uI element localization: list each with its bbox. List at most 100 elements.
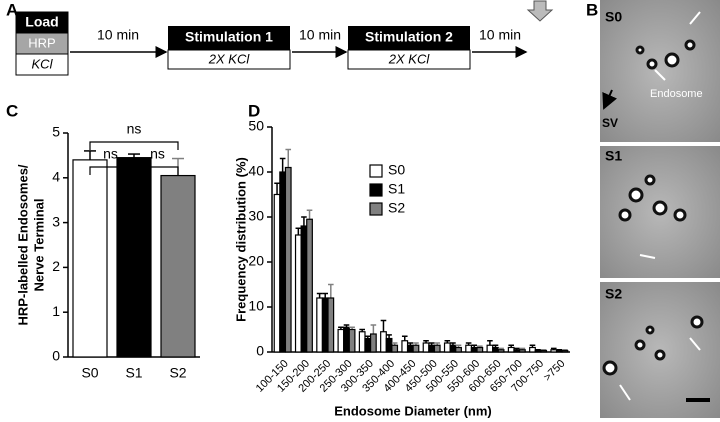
step-sub: 2X KCl xyxy=(208,51,251,66)
micrograph-annotation: Endosome xyxy=(650,88,703,100)
bar xyxy=(380,331,387,353)
bar xyxy=(449,344,457,353)
step-sub: 2X KCl xyxy=(388,51,431,66)
micrograph-label: S0 xyxy=(605,9,622,25)
bar xyxy=(116,157,152,358)
y-tick-label: 5 xyxy=(52,124,60,140)
y-tick-label: 1 xyxy=(52,303,60,319)
bar xyxy=(476,346,484,353)
legend-label: S2 xyxy=(388,200,405,216)
step-title: Stimulation 2 xyxy=(365,29,453,45)
step-box xyxy=(347,49,471,70)
annotation: ns xyxy=(127,121,142,137)
bar xyxy=(316,297,324,353)
annotation: ns xyxy=(150,146,165,162)
bar xyxy=(422,342,430,353)
y-tick-label: 10 xyxy=(248,298,264,314)
micrograph-annotation: SV xyxy=(602,116,618,130)
annotation: ns xyxy=(103,146,118,162)
bar xyxy=(385,337,393,353)
load-row: HRP xyxy=(28,35,55,50)
interval: 10 min xyxy=(299,27,341,43)
x-tick-label: S2 xyxy=(169,365,186,381)
bar xyxy=(465,344,473,353)
fix-arrow xyxy=(526,0,554,22)
bar xyxy=(358,331,366,353)
micrograph-label: S2 xyxy=(605,286,622,302)
bar xyxy=(550,349,558,353)
legend-label: S0 xyxy=(388,162,405,178)
y-axis-label: HRP-labelled Endosomes/ xyxy=(15,164,30,325)
y-tick-label: 20 xyxy=(248,253,264,269)
bar xyxy=(300,225,308,353)
bar xyxy=(492,346,499,353)
bar xyxy=(534,350,542,353)
bar xyxy=(406,344,414,353)
bar xyxy=(160,174,196,358)
load-title: Load xyxy=(25,14,58,30)
load-row: KCl xyxy=(32,56,54,71)
bar xyxy=(348,328,356,353)
bar xyxy=(518,349,526,353)
y-tick-label: 3 xyxy=(52,213,60,229)
bar xyxy=(497,349,505,353)
bar xyxy=(428,344,436,353)
bar xyxy=(343,326,350,353)
bar xyxy=(391,344,399,353)
bar xyxy=(364,337,372,353)
step-title: Stimulation 1 xyxy=(185,29,273,45)
bar xyxy=(72,159,108,358)
significance-bracket xyxy=(89,166,132,175)
bar xyxy=(507,346,515,353)
y-tick-label: 0 xyxy=(52,348,60,364)
bar xyxy=(327,297,335,353)
panel-label: A xyxy=(6,0,18,19)
panel-label: B xyxy=(586,0,598,19)
bar xyxy=(401,340,409,353)
bar xyxy=(306,218,313,353)
bar xyxy=(369,333,377,353)
y-tick-label: 30 xyxy=(248,208,264,224)
y-tick-label: 40 xyxy=(248,163,264,179)
bar xyxy=(486,344,494,353)
bar xyxy=(279,171,287,353)
x-tick-label: >750 xyxy=(542,358,568,384)
bar xyxy=(443,342,451,353)
bar xyxy=(412,344,420,353)
bar xyxy=(321,297,329,353)
legend-swatch xyxy=(369,164,383,178)
bar xyxy=(529,346,536,353)
load-box: Load HRP KCl xyxy=(15,11,69,76)
step-box xyxy=(168,26,290,50)
legend-label: S1 xyxy=(388,181,405,197)
legend-swatch xyxy=(369,202,383,216)
panel-label: D xyxy=(248,101,260,120)
bar xyxy=(433,344,441,353)
y-tick-label: 0 xyxy=(256,343,264,359)
x-tick-label: S1 xyxy=(125,365,142,381)
step-box xyxy=(348,26,470,50)
x-axis-label: Endosome Diameter (nm) xyxy=(334,403,491,418)
panel-label: C xyxy=(6,101,18,120)
bar xyxy=(561,350,569,353)
y-axis-label: Frequency distribution (%) xyxy=(233,157,248,322)
bar xyxy=(555,350,563,353)
significance-bracket xyxy=(136,166,179,175)
legend-swatch xyxy=(369,183,383,197)
bar xyxy=(470,346,478,353)
micrographs xyxy=(600,0,720,418)
significance-bracket xyxy=(89,141,179,150)
bar xyxy=(337,328,345,353)
bar xyxy=(455,346,462,353)
x-tick-label: S0 xyxy=(81,365,98,381)
micrograph-label: S1 xyxy=(605,148,622,164)
bar xyxy=(294,234,302,353)
y-tick-label: 50 xyxy=(248,118,264,134)
step-box xyxy=(167,49,291,70)
bar xyxy=(513,349,521,353)
bar xyxy=(284,166,292,353)
bar xyxy=(540,350,548,353)
y-tick-label: 4 xyxy=(52,169,60,185)
bar xyxy=(273,193,281,353)
